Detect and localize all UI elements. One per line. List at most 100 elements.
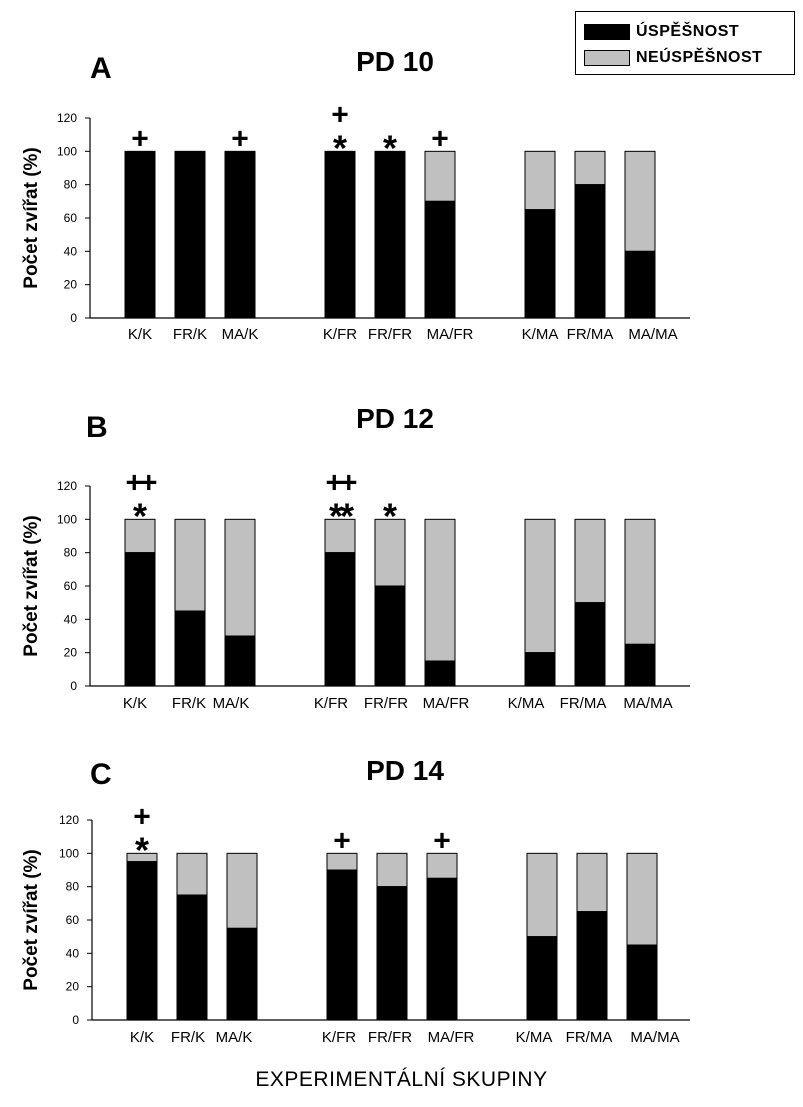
chart3-category-label-1: FR/K	[171, 1029, 205, 1046]
chart2-category-label-5: MA/FR	[423, 695, 470, 712]
chart1-category-label-0: K/K	[128, 326, 152, 343]
chart3-category-label-6: K/MA	[516, 1029, 553, 1046]
chart1-category-label-3: K/FR	[323, 326, 357, 343]
chart2-bar-failure-4	[374, 518, 406, 587]
chart1-annotation-4-0: +	[431, 122, 449, 155]
chart1-bar-success-2	[224, 150, 256, 319]
chart1-bar-success-1	[174, 150, 206, 319]
chart1-y-axis-label: Počet zvířat (%)	[21, 147, 42, 288]
chart3-bar-success-8	[626, 944, 658, 1021]
chart1-y-tick-label-40: 40	[64, 244, 78, 258]
chart2-category-label-1: FR/K	[172, 695, 206, 712]
chart2-annotation-1-0: ++	[325, 466, 357, 499]
chart3-bar-failure-6	[526, 852, 558, 938]
chart1-bar-success-5	[424, 200, 456, 319]
x-axis-title: EXPERIMENTÁLNÍ SKUPINY	[255, 1068, 548, 1091]
chart1-bar-success-3	[324, 150, 356, 319]
chart3-bar-success-7	[576, 911, 608, 1021]
chart2-bar-success-8	[624, 643, 656, 687]
chart2-category-label-3: K/FR	[314, 695, 348, 712]
chart3-bar-failure-4	[376, 852, 408, 888]
chart3-annotation-1-0: +	[333, 824, 351, 857]
legend-label-failure: NEÚSPĚŠNOST	[636, 49, 763, 66]
chart1-bar-failure-7	[574, 150, 606, 186]
legend-label-success: ÚSPĚŠNOST	[636, 23, 740, 40]
chart1-category-label-2: MA/K	[222, 326, 259, 343]
chart2-bar-failure-8	[624, 518, 656, 645]
chart2-y-tick-label-20: 20	[64, 646, 78, 660]
chart3-bar-success-5	[426, 877, 458, 1021]
chart1-category-label-5: MA/FR	[427, 326, 474, 343]
chart2-category-label-6: K/MA	[508, 695, 545, 712]
chart3-category-label-7: FR/MA	[566, 1029, 613, 1046]
chart2-annotation-2-0: *	[383, 495, 397, 536]
chart2-bar-success-0	[124, 552, 156, 687]
chart2-bar-failure-2	[224, 518, 256, 637]
chart1-category-label-7: FR/MA	[567, 326, 614, 343]
chart3-category-label-2: MA/K	[216, 1029, 253, 1046]
chart2-bar-failure-3	[324, 518, 356, 554]
chart2-bar-success-5	[424, 660, 456, 687]
chart1-y-tick-label-120: 120	[57, 111, 77, 125]
chart3-y-tick-label-20: 20	[66, 980, 80, 994]
chart2-y-tick-label-80: 80	[64, 546, 78, 560]
chart2-y-tick-label-120: 120	[57, 479, 77, 493]
chart2-bar-success-3	[324, 552, 356, 687]
chart2-annotation-1-1: **	[329, 495, 354, 536]
chart3-bar-failure-7	[576, 852, 608, 913]
legend-item-success: ÚSPĚŠNOST	[584, 23, 739, 41]
chart1-bar-failure-6	[524, 150, 556, 211]
chart3-panel-letter: C	[90, 758, 112, 791]
chart3-category-label-8: MA/MA	[630, 1029, 679, 1046]
chart3-bar-failure-1	[176, 852, 208, 896]
chart2-bar-failure-0	[124, 518, 156, 554]
chart2-category-label-4: FR/FR	[364, 695, 408, 712]
chart1-annotation-2-1: *	[333, 127, 347, 168]
chart1-category-label-8: MA/MA	[628, 326, 677, 343]
chart3-y-tick-label-80: 80	[66, 880, 80, 894]
chart1-y-tick-label-0: 0	[70, 311, 77, 325]
chart3-category-label-0: K/K	[130, 1029, 154, 1046]
chart2-bar-failure-6	[524, 518, 556, 654]
chart2-y-tick-label-40: 40	[64, 612, 78, 626]
chart3-y-axis-label: Počet zvířat (%)	[21, 849, 42, 990]
chart3-bar-failure-2	[226, 852, 258, 929]
chart2-annotation-0-0: ++	[125, 466, 157, 499]
chart1-category-label-6: K/MA	[522, 326, 559, 343]
chart3-y-tick-label-60: 60	[66, 913, 80, 927]
chart3-y-tick-label-120: 120	[59, 813, 79, 827]
chart1-annotation-2-0: +	[331, 98, 349, 131]
chart2-annotation-0-1: *	[133, 495, 147, 536]
chart1-y-tick-label-100: 100	[57, 144, 77, 158]
legend-swatch-failure	[584, 50, 630, 66]
chart3-category-label-3: K/FR	[322, 1029, 356, 1046]
legend: ÚSPĚŠNOST NEÚSPĚŠNOST	[575, 11, 795, 75]
chart2-bar-success-1	[174, 610, 206, 687]
chart1-bar-success-0	[124, 150, 156, 319]
chart2-y-tick-label-0: 0	[70, 679, 77, 693]
chart2-bar-success-4	[374, 585, 406, 687]
chart1-bar-success-7	[574, 184, 606, 319]
legend-swatch-success	[584, 24, 630, 40]
legend-item-failure: NEÚSPĚŠNOST	[584, 49, 762, 67]
chart2-bar-failure-7	[574, 518, 606, 604]
chart1-y-tick-label-60: 60	[64, 211, 78, 225]
chart3-y-tick-label-40: 40	[66, 946, 80, 960]
chart1-title: PD 10	[356, 46, 434, 77]
chart2-bar-success-7	[574, 602, 606, 687]
chart1-annotation-1-0: +	[231, 122, 249, 155]
chart3-bar-success-6	[526, 936, 558, 1021]
chart1-category-label-4: FR/FR	[368, 326, 412, 343]
chart2-category-label-8: MA/MA	[623, 695, 672, 712]
chart3-bar-success-4	[376, 886, 408, 1021]
chart2-y-tick-label-60: 60	[64, 579, 78, 593]
chart2-bar-failure-5	[424, 518, 456, 662]
chart3-bar-success-1	[176, 894, 208, 1021]
chart1-annotation-0-0: +	[131, 122, 149, 155]
chart2-bar-success-6	[524, 652, 556, 687]
chart3-bar-failure-8	[626, 852, 658, 946]
chart2-y-tick-label-100: 100	[57, 512, 77, 526]
chart1-panel-letter: A	[90, 52, 112, 85]
chart2-bar-failure-1	[174, 518, 206, 612]
